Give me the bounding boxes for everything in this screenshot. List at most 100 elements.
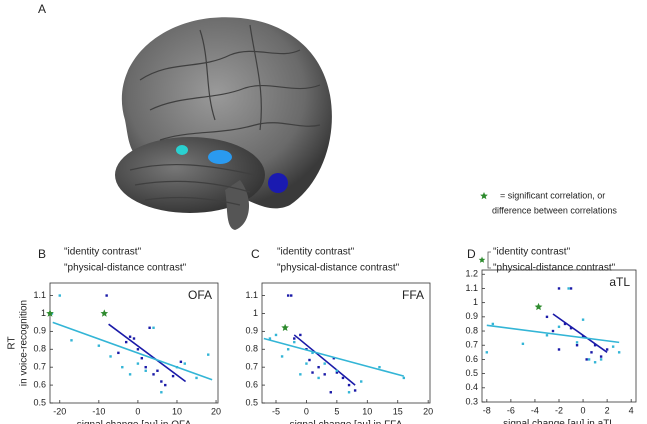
- y-tick-label: 0.7: [245, 362, 258, 372]
- data-point: [563, 322, 567, 326]
- data-point: [293, 340, 296, 344]
- legend-entry: "physical-distance contrast": [493, 263, 616, 274]
- data-point: [341, 376, 345, 380]
- y-tick-label: 0.4: [465, 382, 478, 392]
- data-point: [329, 391, 332, 394]
- data-point: [590, 351, 593, 354]
- x-tick-label: 0: [135, 406, 140, 416]
- data-point: [152, 373, 155, 376]
- data-point: [545, 334, 549, 337]
- fit-line: [552, 313, 608, 353]
- y-tick-label: 0.7: [465, 340, 478, 350]
- y-tick-label: 0.8: [33, 344, 46, 354]
- data-point: [97, 344, 101, 347]
- legend-entry: "physical-distance contrast": [64, 263, 187, 274]
- data-point: [557, 287, 561, 290]
- y-axis-label: RT: [7, 336, 18, 349]
- region-label: aTL: [609, 275, 630, 289]
- data-point: [117, 351, 120, 355]
- y-tick-label: 1.2: [465, 269, 478, 279]
- data-point: [611, 345, 615, 348]
- x-tick-label: -10: [92, 406, 105, 416]
- x-tick-label: 10: [362, 406, 372, 416]
- data-point: [144, 369, 147, 372]
- legend-star: [478, 256, 486, 263]
- data-point: [128, 335, 132, 338]
- data-point: [121, 365, 124, 369]
- data-point: [70, 339, 73, 342]
- fit-line: [486, 324, 620, 344]
- x-tick-label: -4: [531, 405, 539, 415]
- legend-entry: "identity contrast": [64, 247, 142, 258]
- data-point: [402, 376, 406, 380]
- data-point: [179, 360, 183, 364]
- x-tick-label: -2: [555, 405, 563, 415]
- data-point: [617, 351, 621, 354]
- y-tick-label: 0.6: [33, 379, 46, 389]
- y-tick-label: 0.3: [465, 396, 478, 406]
- y-tick-label: 0.6: [465, 354, 478, 364]
- axes-frame: [261, 282, 431, 404]
- data-point: [132, 337, 136, 340]
- y-tick-label: 1: [253, 308, 258, 318]
- data-point: [593, 361, 597, 364]
- significance-star: [46, 309, 54, 317]
- data-point: [317, 376, 320, 380]
- significance-star: [534, 302, 543, 311]
- data-point: [274, 333, 278, 337]
- data-point: [581, 335, 585, 338]
- y-tick-label: 0.5: [33, 397, 46, 407]
- data-point: [557, 325, 561, 328]
- y-tick-label: 0.5: [465, 368, 478, 378]
- region-label: FFA: [402, 288, 424, 302]
- data-point: [311, 351, 314, 355]
- data-point: [140, 357, 144, 360]
- x-tick-label: -6: [507, 405, 515, 415]
- data-point: [160, 391, 163, 394]
- data-point: [599, 358, 603, 361]
- data-point: [605, 348, 609, 351]
- data-point: [575, 344, 579, 347]
- data-point: [293, 337, 296, 340]
- data-point: [335, 369, 339, 372]
- data-point: [378, 365, 381, 369]
- x-tick-label: 0: [304, 406, 309, 416]
- x-tick-label: 10: [172, 406, 182, 416]
- x-tick-label: 20: [211, 406, 221, 416]
- fit-line: [263, 337, 405, 377]
- data-point: [353, 389, 357, 392]
- x-tick-label: -8: [483, 405, 491, 415]
- data-point: [311, 371, 314, 374]
- y-tick-label: 1.1: [245, 290, 258, 300]
- y-tick-label: 0.8: [465, 325, 478, 335]
- y-tick-label: 1: [473, 297, 478, 307]
- significance-star: [281, 323, 289, 331]
- data-point: [581, 318, 585, 321]
- data-point: [152, 326, 155, 329]
- data-point: [569, 287, 573, 290]
- panel-label: A: [38, 2, 46, 16]
- data-point: [332, 357, 336, 360]
- x-tick-label: 0: [581, 405, 586, 415]
- data-point: [323, 362, 326, 365]
- y-tick-label: 0.6: [245, 379, 258, 389]
- data-point: [599, 355, 603, 358]
- legend-entry: "identity contrast": [277, 247, 355, 258]
- data-point: [128, 373, 132, 376]
- y-tick-label: 0.9: [465, 311, 478, 321]
- y-axis-label: in voice-recognition: [19, 300, 30, 386]
- data-point: [207, 353, 210, 356]
- data-point: [268, 337, 272, 340]
- panel-label: B: [38, 247, 46, 261]
- data-point: [347, 383, 351, 387]
- data-point: [567, 287, 570, 290]
- x-tick-label: 2: [605, 405, 610, 415]
- data-point: [156, 369, 159, 372]
- data-point: [164, 383, 167, 387]
- data-point: [286, 294, 290, 297]
- x-axis-label: signal change [au] in aTL: [503, 419, 615, 424]
- data-point: [317, 365, 320, 369]
- data-point: [58, 294, 61, 297]
- data-point: [280, 355, 284, 358]
